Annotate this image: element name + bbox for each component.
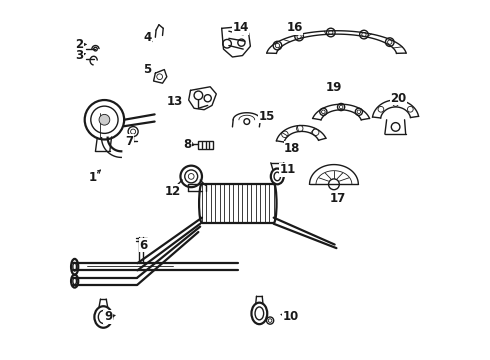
Text: 20: 20 xyxy=(391,92,407,105)
Text: 19: 19 xyxy=(326,81,342,94)
Text: 4: 4 xyxy=(144,31,151,44)
Text: 12: 12 xyxy=(165,185,181,198)
Text: 6: 6 xyxy=(140,239,148,252)
Text: 2: 2 xyxy=(75,38,83,51)
Text: 15: 15 xyxy=(259,110,275,123)
Text: 10: 10 xyxy=(283,310,299,324)
Text: 5: 5 xyxy=(144,63,151,76)
Text: 18: 18 xyxy=(284,142,300,155)
Text: 1: 1 xyxy=(89,171,97,184)
Text: 17: 17 xyxy=(329,192,345,205)
Text: 14: 14 xyxy=(233,21,249,34)
Circle shape xyxy=(99,114,110,125)
Text: 13: 13 xyxy=(167,95,183,108)
Text: 7: 7 xyxy=(125,135,134,148)
Text: 11: 11 xyxy=(279,163,295,176)
Text: 3: 3 xyxy=(75,49,83,62)
Text: 8: 8 xyxy=(183,138,191,151)
Bar xyxy=(198,141,213,149)
Text: 9: 9 xyxy=(104,310,112,324)
Text: 16: 16 xyxy=(286,21,303,34)
